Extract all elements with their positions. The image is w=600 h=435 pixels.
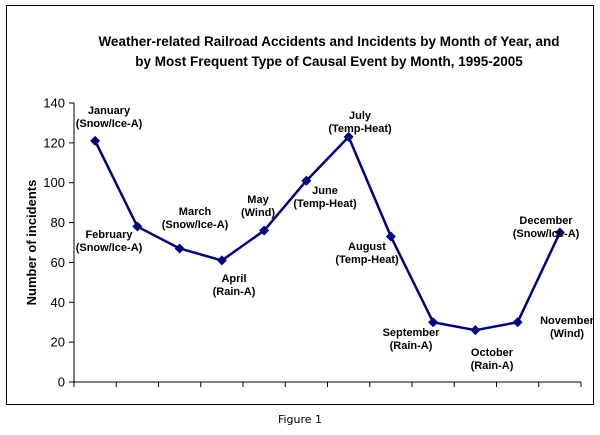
y-tick-label: 40 (51, 295, 65, 310)
line-chart: Weather-related Railroad Accidents and I… (24, 34, 593, 390)
data-point-january (90, 135, 101, 146)
y-axis: 0 20 40 60 80 100 120 140 (43, 96, 75, 390)
point-label-july: July (349, 110, 372, 122)
data-point-may (259, 225, 270, 236)
point-label-march: March (179, 206, 212, 218)
point-annotations: January(Snow/Ice-A)February(Snow/Ice-A)M… (76, 105, 593, 372)
point-label-june: June (312, 185, 338, 197)
point-label-june: (Temp-Heat) (293, 198, 357, 210)
point-label-january: (Snow/Ice-A) (76, 118, 143, 130)
point-label-september: September (383, 327, 441, 339)
point-label-august: (Temp-Heat) (335, 254, 399, 266)
point-label-february: February (85, 229, 133, 241)
data-point-june (301, 175, 312, 186)
data-point-september (428, 317, 439, 328)
data-point-november (512, 317, 523, 328)
point-label-april: April (221, 273, 246, 285)
point-label-november: November (540, 315, 593, 327)
y-tick-label: 100 (43, 175, 65, 190)
data-point-october (470, 325, 481, 336)
data-point-march (174, 243, 185, 254)
y-axis-label: Number of incidents (24, 180, 39, 306)
point-label-september: (Rain-A) (390, 340, 433, 352)
data-point-august (385, 231, 396, 242)
y-tick-label: 120 (43, 135, 65, 150)
y-tick-label: 140 (43, 96, 65, 111)
y-tick-label: 0 (58, 375, 65, 390)
point-label-april: (Rain-A) (213, 286, 256, 298)
point-label-may: May (247, 194, 269, 206)
point-label-october: October (471, 347, 514, 359)
chart-title-line: Weather-related Railroad Accidents and I… (98, 34, 559, 49)
series-line (94, 135, 562, 332)
chart-title-line: by Most Frequent Type of Causal Event by… (135, 54, 523, 69)
chart-frame: Weather-related Railroad Accidents and I… (6, 5, 594, 405)
point-label-august: August (348, 241, 386, 253)
y-tick-label: 20 (51, 335, 65, 350)
point-label-january: January (88, 105, 131, 117)
point-label-may: (Wind) (241, 207, 275, 219)
figure-caption: Figure 1 (277, 413, 323, 426)
point-label-july: (Temp-Heat) (328, 123, 392, 135)
y-tick-label: 60 (51, 255, 65, 270)
y-tick-label: 80 (51, 215, 65, 230)
point-label-november: (Wind) (550, 328, 584, 340)
data-point-december (554, 227, 565, 238)
series-line-group (90, 131, 565, 336)
data-point-february (132, 221, 143, 232)
point-label-december: (Snow/Ice-A) (513, 228, 580, 240)
chart-title: Weather-related Railroad Accidents and I… (98, 34, 559, 69)
point-label-february: (Snow/Ice-A) (76, 242, 143, 254)
point-label-march: (Snow/Ice-A) (162, 219, 229, 231)
point-label-december: December (519, 215, 573, 227)
data-point-july (343, 131, 354, 142)
point-label-october: (Rain-A) (471, 360, 514, 372)
x-axis (73, 381, 582, 387)
